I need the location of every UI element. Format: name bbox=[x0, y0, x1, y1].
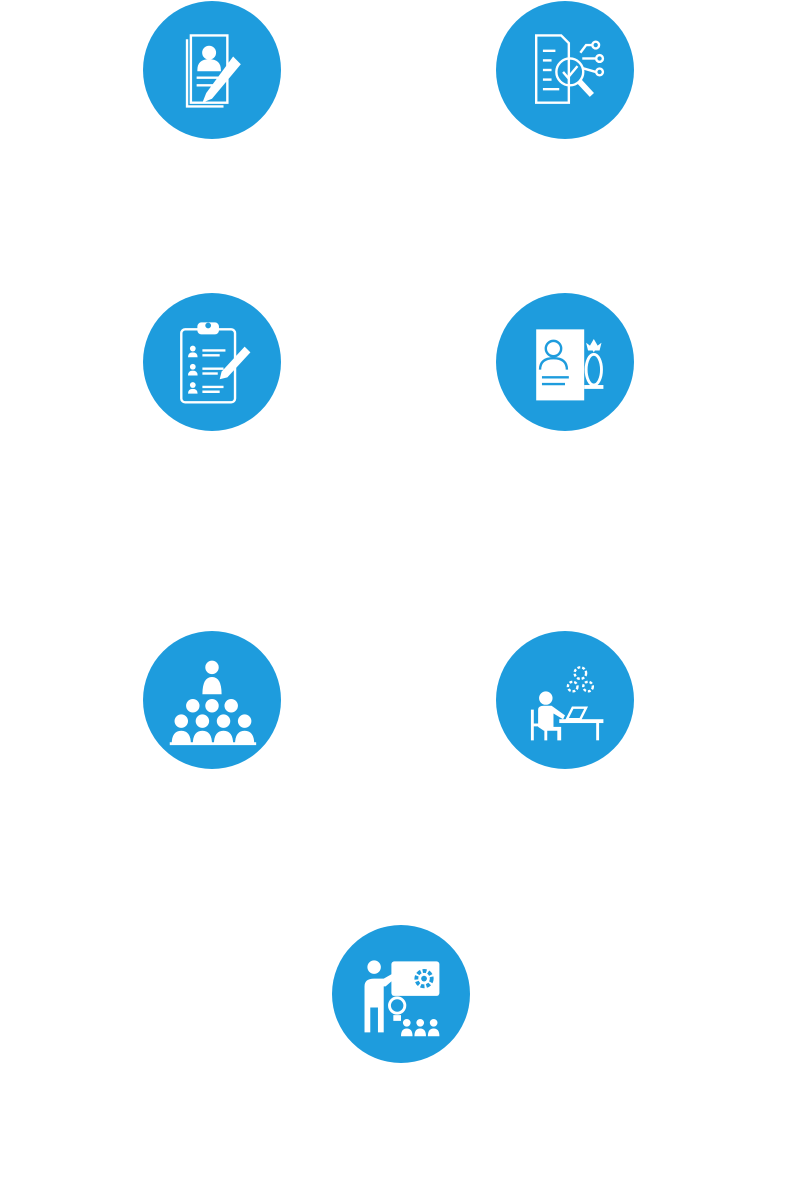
candidate-checklist-glyph bbox=[180, 322, 251, 404]
training-ideas-glyph bbox=[364, 960, 440, 1037]
resume-writing-glyph bbox=[185, 34, 241, 108]
document-analysis-glyph bbox=[535, 34, 605, 104]
desk-work-gears-icon bbox=[496, 631, 634, 769]
training-ideas-icon bbox=[332, 925, 470, 1063]
profile-award-glyph bbox=[536, 329, 604, 401]
audience-presentation-icon bbox=[143, 631, 281, 769]
document-analysis-icon bbox=[496, 1, 634, 139]
candidate-checklist-icon bbox=[143, 293, 281, 431]
resume-writing-icon bbox=[143, 1, 281, 139]
desk-work-gears-glyph bbox=[530, 666, 604, 741]
profile-award-icon bbox=[496, 293, 634, 431]
audience-presentation-glyph bbox=[169, 660, 257, 746]
